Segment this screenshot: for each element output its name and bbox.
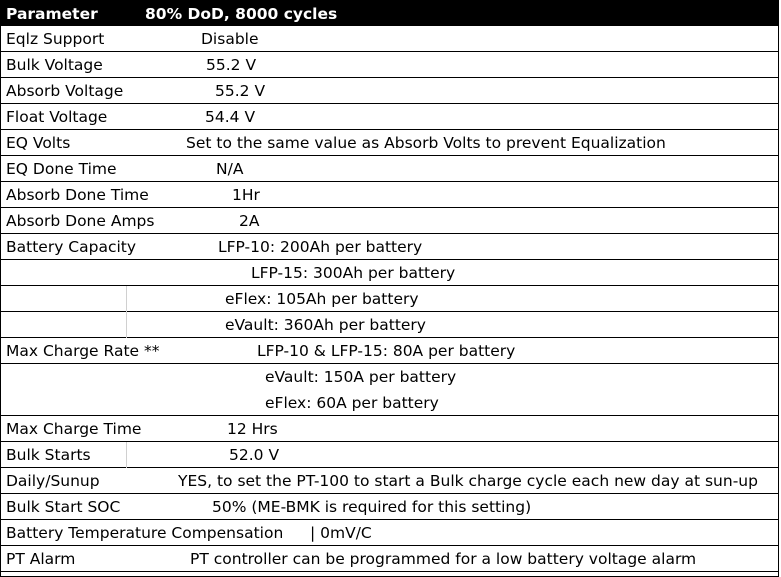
row-value: 55.2 V [215,82,266,100]
row-label: EQ Volts [6,134,71,152]
row-value: PT controller can be programmed for a lo… [190,550,697,568]
row-label: Absorb Done Amps [6,212,155,230]
table-row: LFP-15: 300Ah per battery [0,260,779,286]
table-row: Battery Capacity LFP-10: 200Ah per batte… [0,234,779,260]
row-label: EQ Done Time [6,160,117,178]
table-row: Daily/Sunup YES, to set the PT-100 to st… [0,468,779,494]
table-row: Absorb Done Time 1Hr [0,182,779,208]
row-value: LFP-10: 200Ah per battery [218,238,423,256]
row-value: 55.2 V [206,56,257,74]
table-row: eVault: 360Ah per battery [0,312,779,338]
table-row: Bulk Voltage 55.2 V [0,52,779,78]
table-row: eFlex: 60A per battery [0,390,779,416]
table-row: EQ Volts Set to the same value as Absorb… [0,130,779,156]
row-label: Float Voltage [6,108,108,126]
table-row: EQ Done Time N/A [0,156,779,182]
row-value: LFP-15: 300Ah per battery [251,264,456,282]
row-label: Bulk Starts [6,446,91,464]
row-label: Battery Capacity [6,238,137,256]
row-label: Absorb Done Time [6,186,149,204]
table-row: Max Charge Rate ** LFP-10 & LFP-15: 80A … [0,338,779,364]
table-row: Absorb Voltage 55.2 V [0,78,779,104]
header-param-label: Parameter [6,5,98,23]
header-value-label: 80% DoD, 8000 cycles [145,5,338,23]
header-row: Parameter 80% DoD, 8000 cycles [0,0,779,26]
row-value: 2A [239,212,260,230]
row-value: 1Hr [232,186,260,204]
row-label: Battery Temperature Compensation [6,524,284,542]
table-row: Battery Temperature Compensation | 0mV/C [0,520,779,546]
row-label: Eqlz Support [6,30,105,48]
table-row: Max Charge Time 12 Hrs [0,416,779,442]
row-value: | 0mV/C [310,524,372,542]
row-value: eFlex: 105Ah per battery [225,290,419,308]
row-label: PT Alarm [6,550,76,568]
row-value: 50% (ME-BMK is required for this setting… [212,498,532,516]
row-value: 54.4 V [205,108,256,126]
row-label: Daily/Sunup [6,472,100,490]
row-label: Bulk Voltage [6,56,103,74]
row-value: 52.0 V [229,446,280,464]
cell-divider [126,312,127,338]
table-row: Bulk Start SOC 50% (ME-BMK is required f… [0,494,779,520]
table-row: Float Voltage 54.4 V [0,104,779,130]
cell-divider [126,286,127,312]
table-row: eFlex: 105Ah per battery [0,286,779,312]
row-label: Max Charge Rate ** [6,342,160,360]
table-row: Bulk Starts 52.0 V [0,442,779,468]
row-value: Disable [201,30,259,48]
table-row: Absorb Done Amps 2A [0,208,779,234]
row-value: LFP-10 & LFP-15: 80A per battery [257,342,516,360]
row-value: Set to the same value as Absorb Volts to… [186,134,666,152]
row-value: eVault: 360Ah per battery [225,316,426,334]
table-row: PT Alarm PT controller can be programmed… [0,546,779,572]
cell-divider [126,442,127,468]
row-label: Absorb Voltage [6,82,124,100]
table-row: Eqlz Support Disable [0,26,779,52]
row-value: YES, to set the PT-100 to start a Bulk c… [178,472,758,490]
row-label: Bulk Start SOC [6,498,121,516]
row-label: Max Charge Time [6,420,142,438]
row-value: 12 Hrs [227,420,278,438]
row-value: eVault: 150A per battery [265,368,457,386]
row-value: eFlex: 60A per battery [265,394,439,412]
row-value: N/A [216,160,244,178]
table-row: eVault: 150A per battery [0,364,779,390]
